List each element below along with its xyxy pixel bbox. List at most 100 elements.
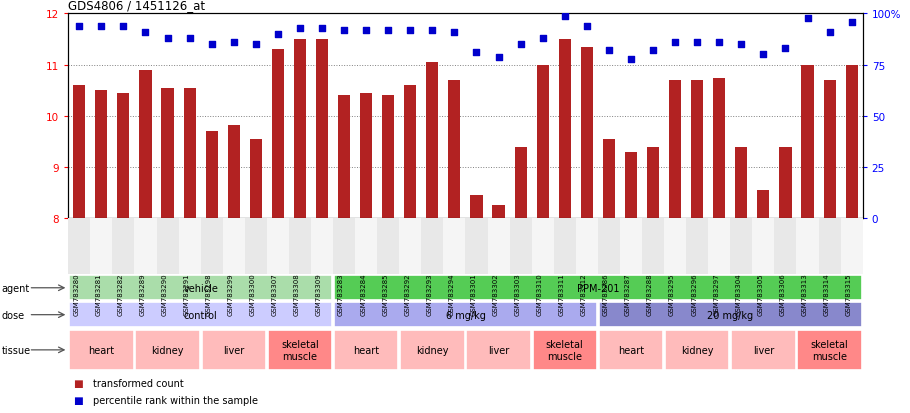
Point [205, 42, 219, 48]
Bar [492, 205, 505, 219]
Bar [316, 40, 329, 219]
Bar [184, 88, 196, 219]
Bar [161, 88, 174, 219]
Text: GSM783314: GSM783314 [824, 273, 830, 315]
Text: skeletal
muscle: skeletal muscle [546, 339, 583, 361]
Bar [360, 94, 372, 219]
Text: GSM783311: GSM783311 [559, 273, 565, 315]
Bar [553, 219, 576, 275]
Text: GSM783305: GSM783305 [757, 273, 763, 315]
Text: GSM783309: GSM783309 [316, 273, 322, 315]
Text: GSM783313: GSM783313 [802, 273, 807, 315]
Text: GSM783310: GSM783310 [537, 273, 542, 315]
Point [116, 24, 131, 30]
Point [668, 40, 682, 46]
Bar [96, 91, 107, 219]
Point [359, 28, 373, 34]
Bar [466, 330, 531, 370]
Bar [249, 140, 262, 219]
Bar [245, 219, 267, 275]
Text: heart: heart [353, 345, 379, 355]
Text: GSM783301: GSM783301 [470, 273, 477, 315]
Point [535, 36, 550, 42]
Bar [625, 152, 637, 219]
Point [381, 28, 396, 34]
Text: GSM783284: GSM783284 [360, 273, 366, 315]
Bar [449, 81, 460, 219]
Point [800, 15, 814, 22]
Bar [355, 219, 377, 275]
Bar [602, 140, 615, 219]
Bar [69, 276, 332, 300]
Text: GSM783280: GSM783280 [74, 273, 79, 315]
Text: vehicle: vehicle [183, 283, 218, 293]
Bar [620, 219, 642, 275]
Bar [201, 330, 266, 370]
Bar [426, 63, 439, 219]
Bar [686, 219, 708, 275]
Bar [178, 219, 200, 275]
Bar [311, 219, 333, 275]
Bar [470, 196, 482, 219]
Text: heart: heart [88, 345, 115, 355]
Text: GSM783287: GSM783287 [625, 273, 631, 315]
Bar [68, 219, 90, 275]
Bar [288, 219, 311, 275]
Bar [228, 126, 240, 219]
Bar [691, 81, 703, 219]
Bar [514, 147, 527, 219]
Text: liver: liver [753, 345, 774, 355]
Bar [135, 219, 157, 275]
Bar [802, 66, 814, 219]
Bar [708, 219, 730, 275]
Text: agent: agent [2, 283, 30, 293]
Text: GSM783290: GSM783290 [162, 273, 167, 315]
Text: GSM783306: GSM783306 [780, 273, 785, 315]
Text: GSM783303: GSM783303 [515, 273, 521, 315]
Bar [510, 219, 531, 275]
Bar [642, 219, 664, 275]
Bar [334, 330, 399, 370]
Point [712, 40, 726, 46]
Text: liver: liver [488, 345, 510, 355]
Bar [845, 66, 858, 219]
Text: GSM783296: GSM783296 [692, 273, 697, 315]
Bar [841, 219, 863, 275]
Text: PPM-201: PPM-201 [577, 283, 619, 293]
Text: GSM783312: GSM783312 [581, 273, 587, 315]
Bar [665, 330, 730, 370]
Bar [157, 219, 178, 275]
Bar [537, 66, 549, 219]
Text: GSM783281: GSM783281 [96, 273, 101, 315]
Point [270, 32, 285, 38]
Bar [73, 86, 86, 219]
Text: GSM783291: GSM783291 [184, 273, 189, 315]
Bar [117, 94, 129, 219]
Text: kidney: kidney [151, 345, 184, 355]
Bar [377, 219, 399, 275]
Bar [664, 219, 686, 275]
Point [94, 24, 108, 30]
Bar [532, 330, 597, 370]
Bar [443, 219, 465, 275]
Point [602, 48, 616, 55]
Bar [531, 219, 553, 275]
Text: GSM783302: GSM783302 [492, 273, 499, 315]
Bar [333, 219, 355, 275]
Bar [488, 219, 510, 275]
Text: ■: ■ [73, 378, 83, 388]
Text: GSM783294: GSM783294 [449, 273, 454, 315]
Bar [112, 219, 135, 275]
Point [293, 26, 308, 32]
Bar [735, 147, 747, 219]
Point [580, 24, 594, 30]
Point [447, 30, 461, 36]
Text: transformed count: transformed count [93, 378, 184, 388]
Point [558, 13, 572, 20]
Text: GSM783288: GSM783288 [647, 273, 653, 315]
Point [823, 30, 837, 36]
Point [491, 54, 506, 61]
Text: GSM783304: GSM783304 [735, 273, 742, 315]
Point [623, 56, 638, 63]
Text: percentile rank within the sample: percentile rank within the sample [93, 395, 258, 405]
